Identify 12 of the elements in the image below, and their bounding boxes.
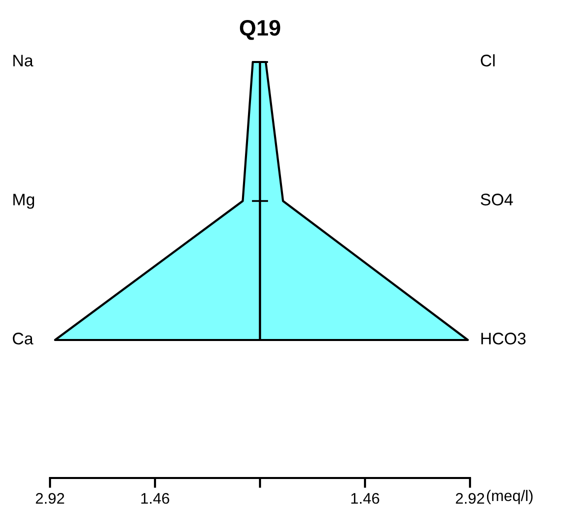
- y-tick-label: Mg: [13, 194, 34, 209]
- y-tick-label: Na: [13, 54, 34, 66]
- x-tick-label: 1.46: [141, 492, 170, 504]
- x-tick-label: 2.92: [36, 492, 64, 504]
- y2-tick-label: SO4: [480, 194, 513, 206]
- x-tick-label: 2.92: [456, 492, 484, 504]
- y-tick-label: Ca: [12, 332, 34, 344]
- x-axis-title: (meq/l): [486, 490, 533, 504]
- y2-tick-label: Cl: [480, 54, 495, 66]
- chart-title: Q19: [240, 20, 280, 40]
- y2-tick-label: HCO3: [481, 332, 526, 344]
- x-tick-label: 1.46: [351, 492, 380, 504]
